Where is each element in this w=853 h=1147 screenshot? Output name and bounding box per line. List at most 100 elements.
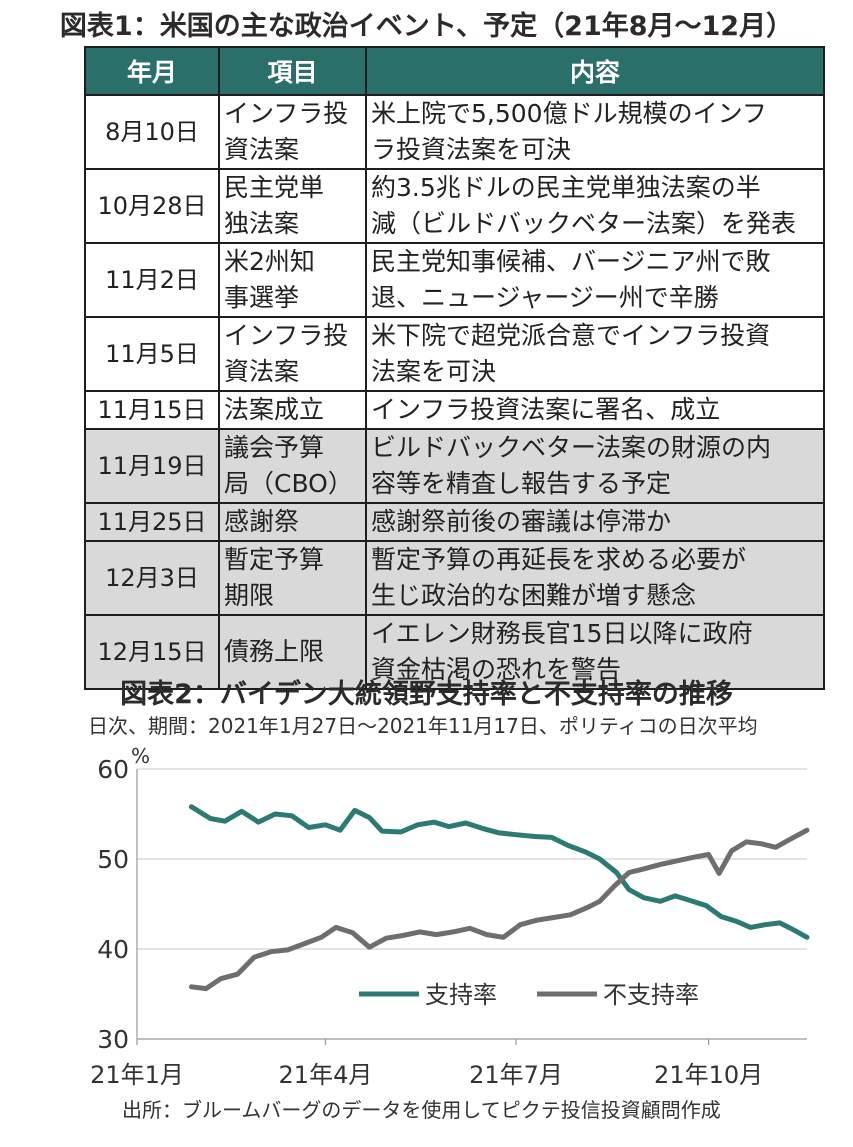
cell-line: インフラ投 bbox=[224, 99, 349, 128]
cell-date: 12月15日 bbox=[84, 614, 220, 690]
cell-content: ビルドバックベター法案の財源の内 容等を精査し報告する予定 bbox=[365, 428, 825, 504]
cell-line: 資法案 bbox=[224, 135, 300, 164]
cell-line: 12月3日 bbox=[105, 564, 199, 592]
cell-content: 約3.5兆ドルの民主党単独法案の半減（ビルドバックベター法案）を発表 bbox=[365, 168, 825, 244]
cell-date: 12月3日 bbox=[84, 540, 220, 616]
x-tick-label: 21年4月 bbox=[279, 1061, 373, 1089]
cell-line: 事選挙 bbox=[224, 283, 300, 312]
cell-content: イエレン財務長官15日以降に政府 資金枯渇の恐れを警告 bbox=[365, 614, 825, 690]
cell-line: インフラ投資法案に署名、成立 bbox=[371, 395, 721, 424]
x-tick-label: 21年10月 bbox=[654, 1061, 763, 1089]
cell-line: 民主党単 bbox=[224, 173, 325, 202]
table-header-row: 年月 項目 内容 bbox=[84, 46, 825, 96]
cell-line: 生じ政治的な困難が増す懸念 bbox=[371, 581, 697, 610]
cell-item: 米2州知事選挙 bbox=[218, 242, 367, 318]
header-content: 内容 bbox=[365, 46, 825, 96]
cell-line: 感謝祭前後の審議は停滞か bbox=[371, 507, 672, 536]
cell-line: 11月25日 bbox=[97, 508, 207, 536]
cell-content: 暫定予算の再延長を求める必要が 生じ政治的な困難が増す懸念 bbox=[365, 540, 825, 616]
cell-item: 債務上限 bbox=[218, 614, 367, 690]
table-row: 11月19日 議会予算 局（CBO） ビルドバックベター法案の財源の内 容等を精査し報告… bbox=[84, 428, 825, 504]
table-row: 11月5日 インフラ投 資法案 米下院で超党派合意でインフラ投資 法案を可決 bbox=[84, 316, 825, 392]
chart-title: 図表2：バイデン大統領野支持率と不支持率の推移 bbox=[120, 679, 733, 710]
cell-content: 米下院で超党派合意でインフラ投資 法案を可決 bbox=[365, 316, 825, 392]
cell-line: 独法案 bbox=[224, 209, 300, 238]
line-chart: 60 50 40 30% 21年1月 21年4月 21年7月 21年10月 支持率 不支持率 bbox=[90, 744, 810, 1089]
cell-content: 民主党知事候補、バージニア州で敗 退、ニュージャージー州で辛勝 bbox=[365, 242, 825, 318]
table-row: 12月3日 暫定予算 期限 暫定予算の再延長を求める必要が 生じ政治的な困難が増す懸念 bbox=[84, 540, 825, 616]
cell-date: 11月5日 bbox=[84, 316, 220, 392]
cell-line: 資金枯渇の恐れを警告 bbox=[371, 655, 622, 684]
table-row: 11月25日 感謝祭 感謝祭前後の審議は停滞か bbox=[84, 502, 825, 542]
y-axis-unit: % bbox=[131, 744, 150, 768]
table-row: 10月28日 民主党単 独法案 約3.5兆ドルの民主党単独法案の半 減（ビルドバックベタ… bbox=[84, 168, 825, 244]
cell-line: 米2州知 bbox=[224, 247, 315, 276]
cell-item: 議会予算局（CBO） bbox=[218, 428, 367, 504]
cell-date: 11月19日 bbox=[84, 428, 220, 504]
cell-date: 11月2日 bbox=[84, 242, 220, 318]
table-title: 図表1：米国の主な政治イベント、予定（21年8月～12月） bbox=[59, 11, 794, 42]
chart-source: 出所：ブルームバーグのデータを使用してピクテ投信投資顧問作成 bbox=[122, 1098, 721, 1122]
cell-date: 11月15日 bbox=[84, 390, 220, 430]
events-table: 年月 項目 内容 8月10日 インフラ投 資法案 米上院で5,500億ドル規模のインフ… bbox=[84, 46, 825, 690]
table-row: 11月15日 法案成立 インフラ投資法案に署名、成立 bbox=[84, 390, 825, 430]
cell-line: 8月10日 bbox=[105, 118, 199, 146]
legend-label: 支持率 bbox=[425, 981, 497, 1009]
cell-line: 局（CBO） bbox=[224, 469, 353, 498]
cell-line: 11月5日 bbox=[105, 340, 199, 368]
header-item: 項目 bbox=[218, 46, 367, 96]
x-tick-label: 21年1月 bbox=[90, 1061, 184, 1089]
cell-line: 期限 bbox=[224, 581, 275, 610]
series-line-disapproval bbox=[188, 827, 810, 992]
cell-line: 感謝祭 bbox=[224, 507, 300, 536]
cell-line: 11月19日 bbox=[97, 452, 207, 480]
cell-content: 米上院で5,500億ドル規模のインフ ラ投資法案を可決 bbox=[365, 94, 825, 170]
y-tick-label: 50 bbox=[97, 845, 129, 874]
cell-item: インフラ投 資法案 bbox=[218, 316, 367, 392]
cell-line: 11月2日 bbox=[105, 266, 199, 294]
chart-subtitle: 日次、期間：2021年1月27日～2021年11月17日、ポリティコの日次平均 bbox=[88, 714, 758, 738]
cell-line: 債務上限 bbox=[224, 637, 325, 666]
cell-line: 暫定予算の再延長を求める必要が bbox=[371, 545, 747, 574]
cell-line: 民主党知事候補、バージニア州で敗 bbox=[371, 247, 771, 276]
y-tick-label: 40 bbox=[97, 935, 129, 964]
cell-line: 暫定予算 bbox=[224, 545, 325, 574]
series-line-approval bbox=[188, 804, 810, 940]
cell-line: インフラ投 bbox=[224, 321, 349, 350]
cell-item: インフラ投 資法案 bbox=[218, 94, 367, 170]
legend-label: 不支持率 bbox=[603, 981, 699, 1009]
y-tick-label: 30 bbox=[97, 1025, 129, 1054]
cell-line: ラ投資法案を可決 bbox=[371, 135, 572, 164]
cell-line: 法案を可決 bbox=[371, 357, 497, 386]
cell-line: 11月15日 bbox=[97, 396, 207, 424]
cell-item: 感謝祭 bbox=[218, 502, 367, 542]
cell-line: イエレン財務長官15日以降に政府 bbox=[371, 619, 753, 648]
cell-date: 10月28日 bbox=[84, 168, 220, 244]
cell-line: 約3.5兆ドルの民主党単独法案の半 bbox=[371, 173, 761, 202]
cell-line: 資法案 bbox=[224, 357, 300, 386]
cell-line: 容等を精査し報告する予定 bbox=[371, 469, 672, 498]
cell-line: 退、ニュージャージー州で辛勝 bbox=[371, 283, 719, 312]
cell-item: 法案成立 bbox=[218, 390, 367, 430]
cell-line: 10月28日 bbox=[97, 192, 207, 220]
table-row: 8月10日 インフラ投 資法案 米上院で5,500億ドル規模のインフ ラ投資法案を可決 bbox=[84, 94, 825, 170]
cell-line: 議会予算 bbox=[224, 433, 325, 462]
y-tick-label: 60 bbox=[97, 755, 129, 784]
table-row: 11月2日 米2州知 事選挙 民主党知事候補、バージニア州で敗 退、ニュージャージー州で… bbox=[84, 242, 825, 318]
table-row: 12月15日 債務上限 イエレン財務長官15日以降に政府 資金枯渇の恐れを警告 bbox=[84, 614, 825, 690]
cell-line: 米下院で超党派合意でインフラ投資 bbox=[371, 321, 771, 350]
cell-item: 民主党単 独法案 bbox=[218, 168, 367, 244]
cell-line: 減（ビルドバックベター法案）を発表 bbox=[371, 209, 797, 238]
x-tick-label: 21年7月 bbox=[469, 1061, 563, 1089]
cell-content: インフラ投資法案に署名、成立 bbox=[365, 390, 825, 430]
cell-content: 感謝祭前後の審議は停滞か bbox=[365, 502, 825, 542]
cell-line: 12月15日 bbox=[97, 638, 207, 666]
cell-line: 米上院で5,500億ドル規模のインフ bbox=[371, 99, 767, 128]
table-body: 8月10日 インフラ投 資法案 米上院で5,500億ドル規模のインフ ラ投資法案を可決 1… bbox=[84, 94, 825, 690]
cell-line: ビルドバックベター法案の財源の内 bbox=[371, 433, 772, 462]
cell-date: 8月10日 bbox=[84, 94, 220, 170]
cell-date: 11月25日 bbox=[84, 502, 220, 542]
header-date: 年月 bbox=[84, 46, 220, 96]
cell-item: 暫定予算 期限 bbox=[218, 540, 367, 616]
cell-line: 法案成立 bbox=[224, 395, 325, 424]
